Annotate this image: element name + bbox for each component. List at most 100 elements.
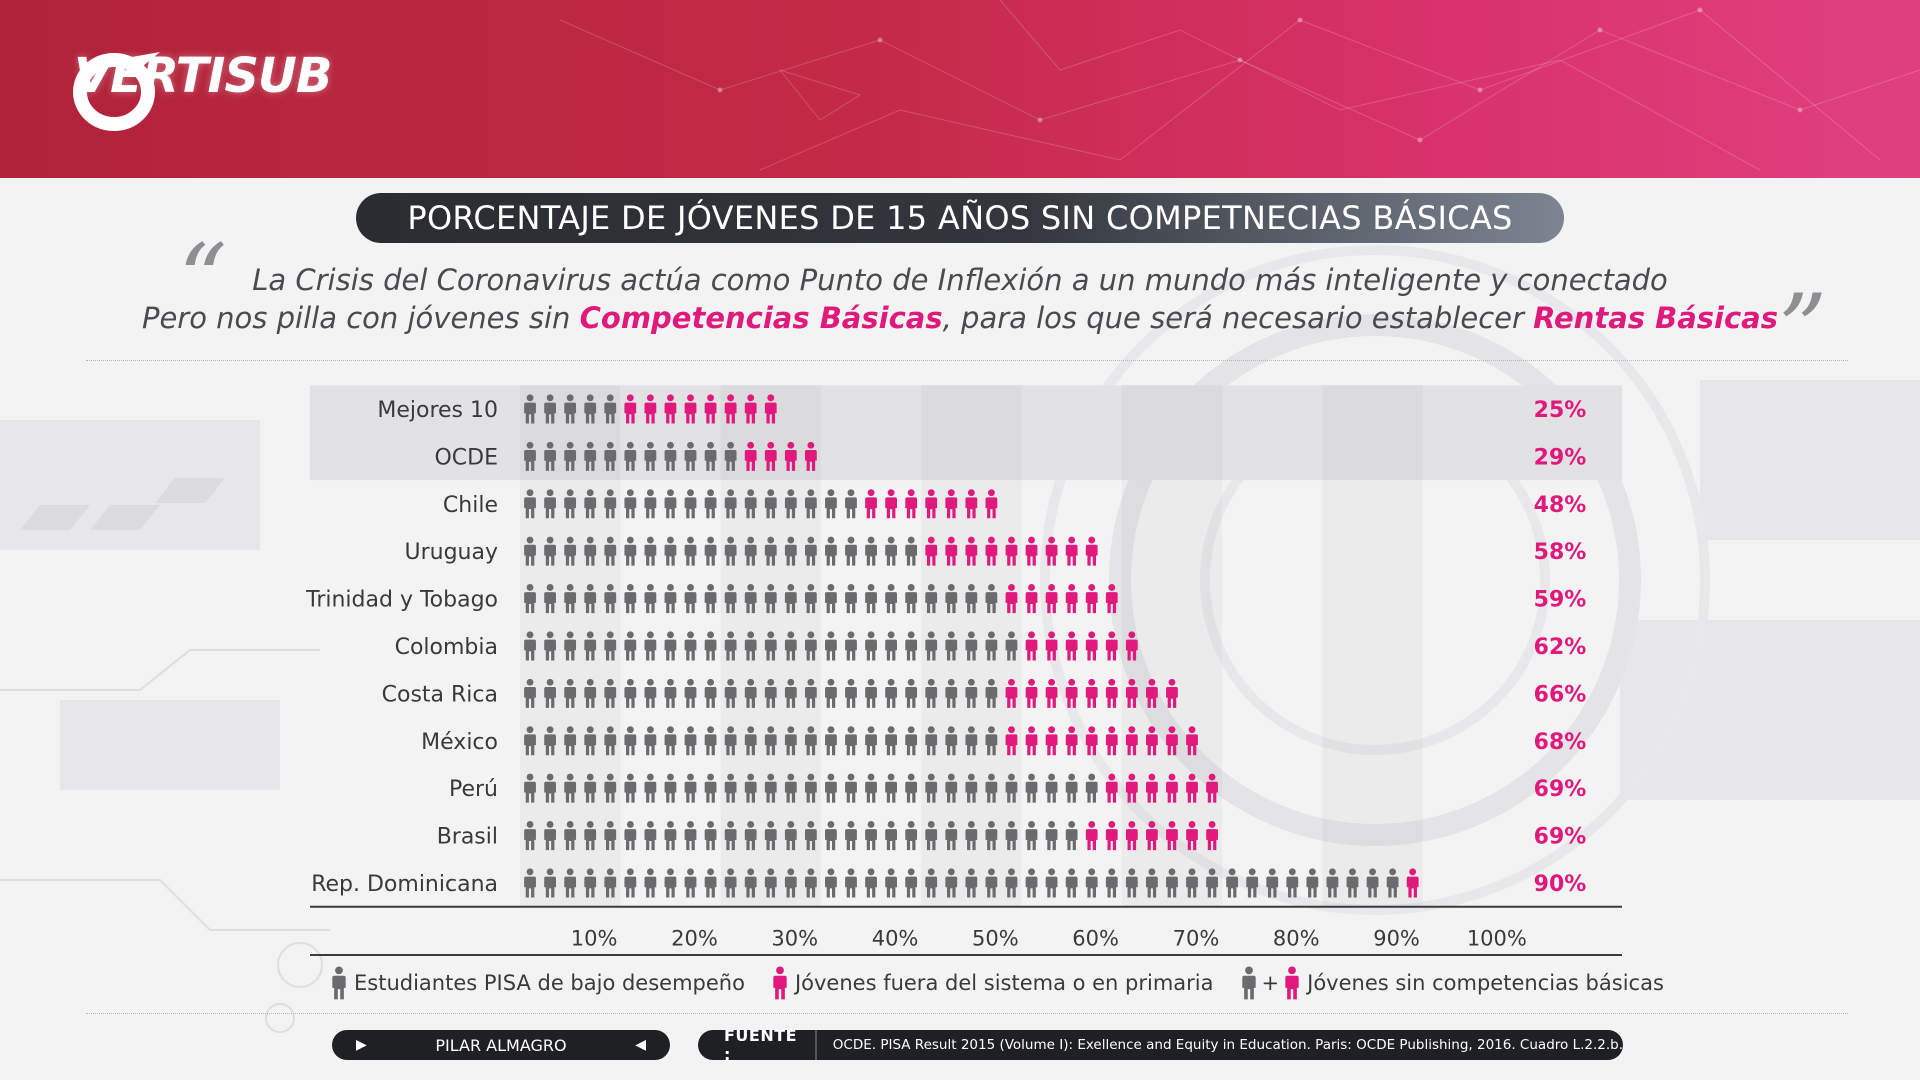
legend-gray-person-icon [330, 966, 348, 1000]
legend-item-no-basic-skills: Jóvenes sin competencias básicas [1307, 971, 1664, 995]
chart-title: PORCENTAJE DE JÓVENES DE 15 AÑOS SIN COM… [407, 199, 1513, 237]
category-label: Colombia [395, 635, 498, 660]
category-label: Perú [449, 777, 498, 802]
x-tick-label: 20% [671, 927, 718, 951]
total-value-label: 29% [1534, 445, 1587, 470]
low-performance-person-mark [664, 584, 677, 614]
low-performance-person-mark [644, 773, 657, 803]
category-label: Chile [443, 493, 498, 518]
low-performance-person-mark [664, 821, 677, 851]
low-performance-person-mark [825, 536, 837, 566]
vertisub-logo[interactable]: VERTISUB [68, 48, 332, 131]
out-of-system-person-mark [1025, 726, 1038, 756]
legend-item-out-of-system: Jóvenes fuera del sistema o en primaria [794, 971, 1214, 995]
chart-row: Uruguay 58% [405, 536, 1587, 566]
low-performance-person-mark [885, 584, 898, 614]
low-performance-person-mark [865, 868, 877, 898]
low-performance-person-mark [865, 678, 877, 708]
category-label: Costa Rica [382, 682, 498, 707]
out-of-system-person-mark [1065, 678, 1078, 708]
low-performance-person-mark [644, 821, 657, 851]
low-performance-person-mark [624, 821, 637, 851]
category-label: Mejores 10 [377, 398, 498, 423]
low-performance-person-mark [664, 868, 677, 898]
chart-row: Chile 48% [443, 489, 1587, 519]
low-performance-person-mark [1045, 868, 1058, 898]
low-performance-person-mark [644, 536, 657, 566]
low-performance-person-mark [865, 584, 877, 614]
legend: Estudiantes PISA de bajo desempeño Jóven… [330, 963, 1664, 1003]
low-performance-person-mark [644, 678, 657, 708]
legend-item-low-performance: Estudiantes PISA de bajo desempeño [354, 971, 745, 995]
low-performance-person-mark [825, 584, 837, 614]
author-name: PILAR ALMAGRO [435, 1035, 567, 1055]
low-performance-person-mark [704, 726, 717, 756]
category-label: México [421, 730, 498, 755]
category-label: OCDE [434, 445, 498, 470]
out-of-system-person-mark [1085, 584, 1098, 614]
low-performance-person-mark [885, 773, 898, 803]
low-performance-person-mark [684, 678, 697, 708]
low-performance-person-mark [704, 773, 717, 803]
total-value-label: 58% [1534, 540, 1587, 565]
low-performance-person-mark [644, 631, 657, 661]
low-performance-person-mark [624, 678, 637, 708]
open-quote-mark: “ [178, 224, 228, 336]
low-performance-person-mark [865, 773, 877, 803]
low-performance-person-mark [845, 631, 857, 661]
out-of-system-person-mark [1105, 584, 1118, 614]
out-of-system-person-mark [1105, 821, 1118, 851]
low-performance-person-mark [885, 631, 898, 661]
low-performance-person-mark [905, 678, 918, 708]
source-text: OCDE. PISA Result 2015 (Volume I): Exell… [832, 1037, 1623, 1053]
low-performance-person-mark [624, 584, 637, 614]
low-performance-person-mark [684, 536, 697, 566]
low-performance-person-mark [865, 536, 877, 566]
total-value-label: 66% [1534, 682, 1587, 707]
x-tick-label: 60% [1072, 927, 1119, 951]
legend-gray-person-icon-combined [1240, 966, 1258, 1000]
low-performance-person-mark [845, 821, 857, 851]
logo-ring-icon [73, 52, 160, 131]
low-performance-person-mark [1025, 773, 1038, 803]
low-performance-person-mark [684, 726, 697, 756]
low-performance-person-mark [825, 631, 837, 661]
x-tick-label: 50% [972, 927, 1019, 951]
low-performance-person-mark [865, 631, 877, 661]
out-of-system-person-mark [1025, 584, 1038, 614]
low-performance-person-mark [1045, 773, 1058, 803]
low-performance-person-mark [825, 489, 837, 519]
low-performance-person-mark [624, 726, 637, 756]
total-value-label: 48% [1534, 493, 1587, 518]
low-performance-person-mark [684, 821, 697, 851]
low-performance-person-mark [1085, 868, 1098, 898]
legend-pink-person-icon-combined [1283, 966, 1301, 1000]
low-performance-person-mark [664, 678, 677, 708]
out-of-system-person-mark [1085, 631, 1098, 661]
network-pattern [559, 0, 1920, 171]
quote-line-1: La Crisis del Coronavirus actúa como Pun… [252, 263, 1668, 297]
out-of-system-person-mark [885, 489, 898, 519]
low-performance-person-mark [684, 868, 697, 898]
low-performance-person-mark [664, 489, 677, 519]
low-performance-person-mark [1306, 868, 1319, 898]
legend-pink-person-icon [771, 966, 789, 1000]
low-performance-person-mark [1065, 868, 1078, 898]
low-performance-person-mark [885, 726, 898, 756]
chart-row: Rep. Dominicana 90% [311, 868, 1586, 898]
category-label: Uruguay [405, 540, 499, 565]
low-performance-person-mark [1286, 868, 1299, 898]
source-label: FUENTE : [698, 1030, 817, 1060]
out-of-system-person-mark [1065, 536, 1078, 566]
low-performance-person-mark [905, 868, 918, 898]
low-performance-person-mark [825, 726, 837, 756]
low-performance-person-mark [704, 489, 717, 519]
low-performance-person-mark [845, 868, 857, 898]
quote-highlight-rentas: Rentas Básicas [1533, 301, 1779, 335]
low-performance-person-mark [624, 773, 637, 803]
out-of-system-person-mark [1105, 678, 1118, 708]
low-performance-person-mark [644, 584, 657, 614]
low-performance-person-mark [704, 868, 717, 898]
total-value-label: 62% [1534, 635, 1587, 660]
out-of-system-person-mark [1085, 821, 1098, 851]
